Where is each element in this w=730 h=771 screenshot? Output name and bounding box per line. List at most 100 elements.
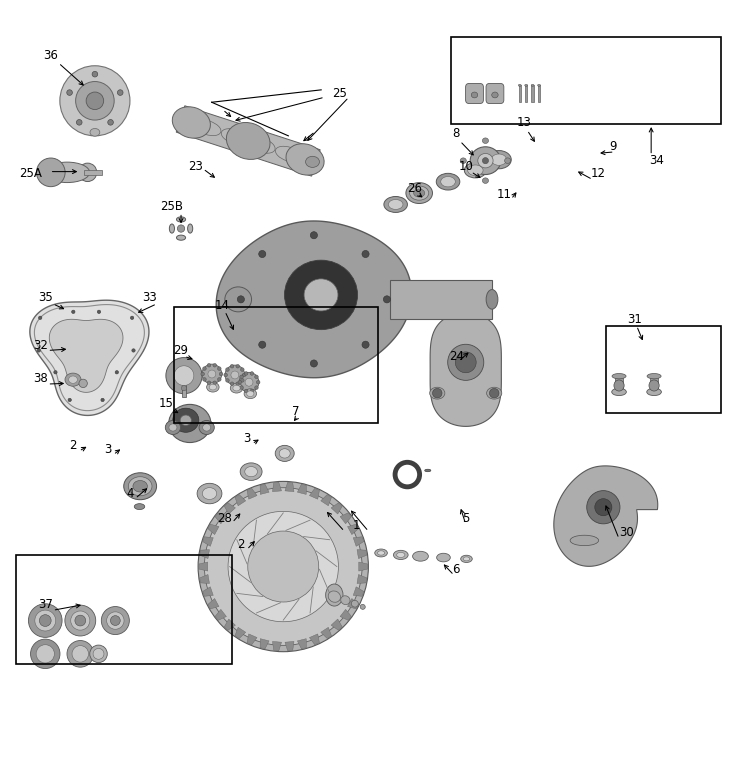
Ellipse shape — [430, 387, 445, 399]
Circle shape — [31, 639, 60, 668]
Ellipse shape — [45, 162, 90, 183]
Text: 10: 10 — [458, 160, 473, 173]
Ellipse shape — [537, 84, 540, 86]
Circle shape — [204, 488, 362, 645]
Ellipse shape — [328, 591, 340, 602]
Circle shape — [181, 386, 187, 391]
Ellipse shape — [478, 153, 493, 168]
Circle shape — [587, 490, 620, 524]
Polygon shape — [310, 488, 320, 499]
Ellipse shape — [414, 189, 425, 197]
Circle shape — [101, 399, 104, 402]
Ellipse shape — [486, 290, 498, 309]
Ellipse shape — [194, 120, 221, 136]
Circle shape — [86, 92, 104, 109]
Text: 5: 5 — [462, 512, 469, 525]
Ellipse shape — [248, 137, 275, 153]
Circle shape — [432, 389, 442, 398]
Ellipse shape — [203, 424, 211, 431]
Circle shape — [93, 648, 104, 659]
Circle shape — [490, 389, 499, 398]
Ellipse shape — [233, 386, 240, 391]
Ellipse shape — [279, 449, 291, 458]
Bar — [615, 377, 623, 392]
Ellipse shape — [207, 382, 219, 392]
Text: 14: 14 — [215, 298, 230, 311]
Text: 29: 29 — [174, 344, 188, 357]
Circle shape — [219, 372, 223, 375]
Ellipse shape — [393, 550, 408, 560]
Ellipse shape — [326, 584, 343, 606]
Circle shape — [218, 367, 221, 370]
Ellipse shape — [468, 165, 483, 176]
Circle shape — [203, 378, 207, 381]
Polygon shape — [353, 537, 364, 547]
Ellipse shape — [128, 476, 152, 496]
Circle shape — [118, 89, 123, 96]
Text: 32: 32 — [33, 338, 47, 352]
Ellipse shape — [464, 557, 469, 561]
Ellipse shape — [225, 287, 252, 311]
Ellipse shape — [464, 163, 486, 178]
Bar — [538, 86, 540, 102]
Circle shape — [245, 389, 248, 392]
Polygon shape — [358, 562, 368, 571]
Ellipse shape — [384, 197, 407, 213]
Circle shape — [78, 163, 97, 181]
Polygon shape — [215, 513, 226, 524]
Polygon shape — [235, 628, 246, 638]
Circle shape — [202, 364, 222, 384]
Ellipse shape — [483, 138, 488, 143]
Text: 23: 23 — [188, 160, 203, 173]
Ellipse shape — [173, 408, 199, 433]
Text: 34: 34 — [650, 154, 664, 167]
Ellipse shape — [165, 420, 180, 435]
Circle shape — [37, 348, 40, 352]
Circle shape — [54, 371, 57, 374]
Polygon shape — [203, 587, 213, 596]
Ellipse shape — [124, 473, 157, 500]
Polygon shape — [347, 524, 358, 534]
FancyBboxPatch shape — [486, 83, 504, 103]
Ellipse shape — [188, 224, 193, 233]
Polygon shape — [260, 484, 269, 494]
Circle shape — [76, 82, 114, 120]
Circle shape — [237, 296, 245, 303]
Circle shape — [72, 645, 88, 662]
Text: 30: 30 — [619, 527, 634, 540]
Circle shape — [258, 251, 266, 258]
Circle shape — [310, 360, 318, 367]
Circle shape — [166, 358, 202, 394]
Ellipse shape — [177, 217, 185, 222]
Ellipse shape — [247, 391, 254, 396]
Ellipse shape — [437, 173, 460, 190]
Circle shape — [68, 399, 72, 402]
Circle shape — [92, 72, 98, 77]
Circle shape — [242, 373, 246, 377]
Circle shape — [201, 372, 204, 375]
Polygon shape — [50, 319, 123, 392]
Ellipse shape — [374, 549, 388, 557]
Circle shape — [90, 645, 107, 662]
Circle shape — [208, 370, 216, 378]
Ellipse shape — [197, 483, 222, 503]
Text: 25A: 25A — [19, 167, 42, 180]
Circle shape — [239, 372, 259, 392]
Bar — [531, 86, 534, 102]
Circle shape — [230, 365, 234, 368]
Ellipse shape — [461, 555, 472, 563]
Text: 28: 28 — [218, 512, 232, 525]
Circle shape — [595, 499, 612, 516]
Ellipse shape — [487, 150, 511, 169]
Ellipse shape — [504, 158, 511, 163]
Ellipse shape — [275, 146, 302, 162]
Text: 15: 15 — [159, 397, 174, 410]
Circle shape — [36, 158, 65, 187]
Circle shape — [238, 380, 242, 384]
Circle shape — [207, 363, 211, 367]
Ellipse shape — [649, 380, 659, 391]
Ellipse shape — [647, 389, 661, 396]
Circle shape — [362, 251, 369, 258]
Circle shape — [67, 641, 93, 667]
Circle shape — [250, 372, 253, 375]
